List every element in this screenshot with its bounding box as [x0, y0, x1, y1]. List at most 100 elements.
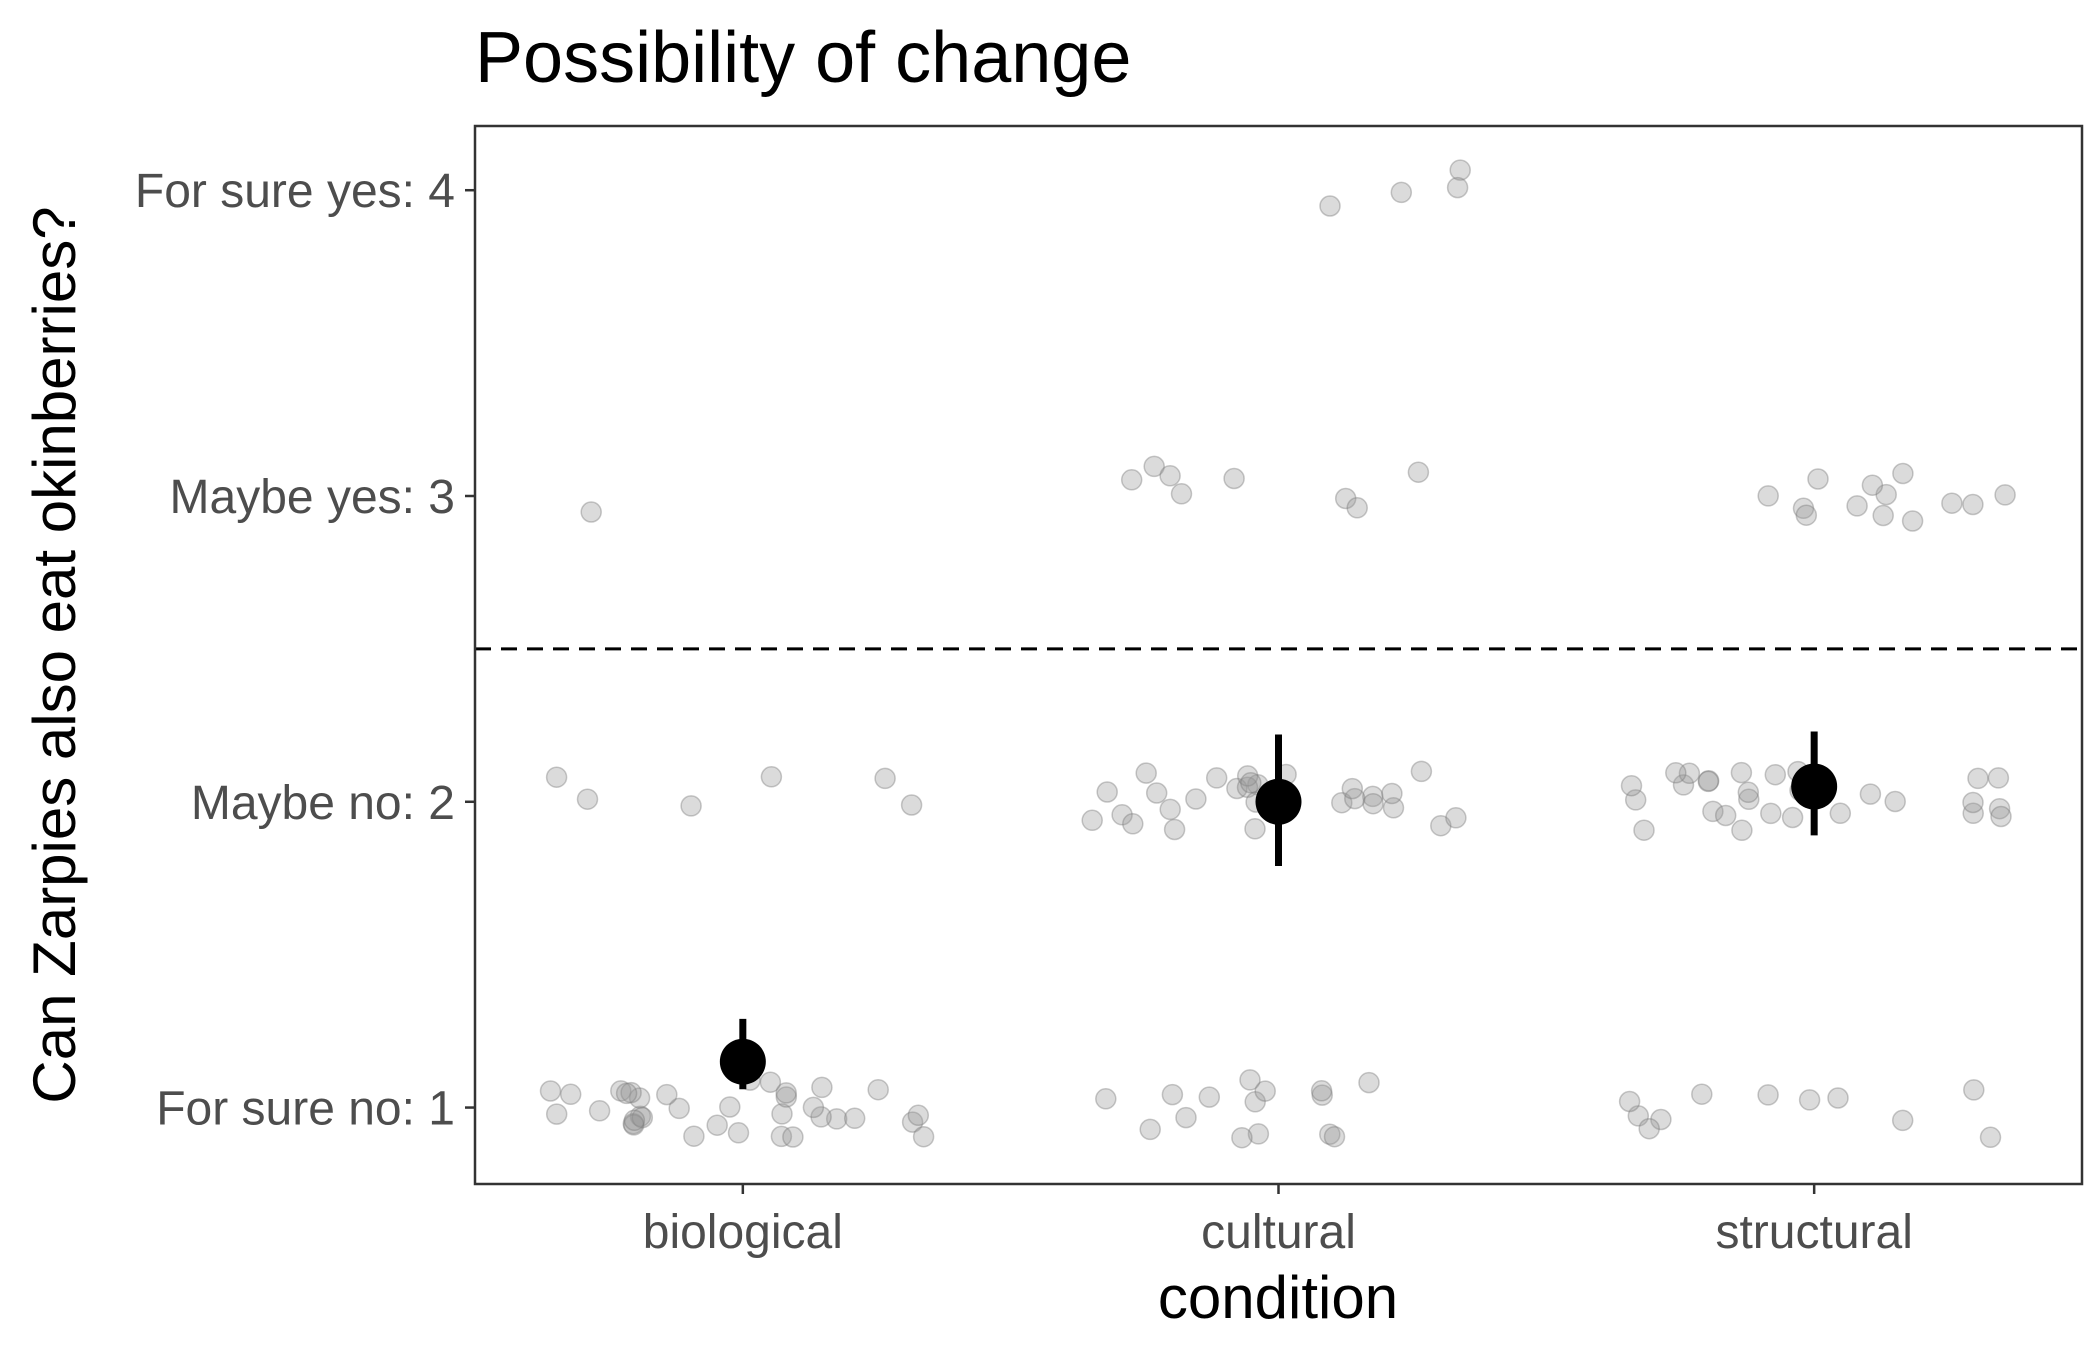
data-point [1795, 504, 1818, 526]
data-point [1362, 792, 1384, 815]
data-point [1872, 504, 1894, 527]
data-point [1096, 781, 1118, 803]
data-point [810, 1106, 832, 1128]
data-point [1323, 1125, 1346, 1148]
x-axis: biological cultural structural [643, 1184, 1913, 1259]
data-point [1650, 1108, 1672, 1131]
data-point [1962, 493, 1984, 516]
data-point [1236, 765, 1259, 787]
data-point [615, 1082, 638, 1105]
data-point [843, 1107, 866, 1130]
data-point [1311, 1084, 1333, 1106]
data-point [1122, 813, 1144, 835]
data-point [683, 1125, 705, 1147]
data-point [1170, 483, 1193, 505]
data-point [576, 788, 599, 810]
data-point [782, 1126, 804, 1148]
data-point [1798, 1089, 1821, 1111]
data-point [727, 1122, 750, 1144]
data-point [539, 1080, 562, 1102]
data-point [1731, 819, 1753, 842]
mean-point [1791, 763, 1838, 810]
data-point [1226, 777, 1248, 800]
data-point [1239, 1069, 1261, 1091]
data-point [680, 795, 702, 817]
data-point [1994, 484, 2016, 506]
data-point [1231, 1126, 1253, 1149]
data-point [1185, 788, 1207, 810]
data-point [1344, 787, 1366, 810]
data-point [1884, 790, 1906, 813]
data-point [719, 1096, 741, 1118]
data-point [1244, 1091, 1266, 1113]
data-point [1159, 465, 1181, 487]
summary-layer [719, 731, 1838, 1090]
data-point [1081, 809, 1103, 832]
data-point [1691, 1083, 1713, 1105]
data-point [1962, 802, 1984, 825]
data-point [1120, 469, 1143, 491]
y-tick-label: For sure yes: 4 [135, 165, 455, 218]
data-point [1764, 763, 1787, 786]
data-point [1962, 791, 1984, 814]
data-point [1382, 797, 1405, 819]
y-axis-title: Can Zarpies also eat okinberries? [21, 206, 88, 1103]
data-point [1390, 181, 1413, 204]
data-point [771, 1103, 793, 1125]
data-point [760, 766, 783, 788]
x-tick-label: cultural [1201, 1206, 1356, 1259]
data-point [1979, 1126, 2002, 1149]
data-point [1760, 802, 1782, 825]
data-point [1240, 772, 1262, 794]
data-point [1175, 1106, 1197, 1129]
data-point [1757, 485, 1779, 507]
data-point [1875, 483, 1897, 506]
data-point [1145, 782, 1168, 804]
data-point [1198, 1086, 1221, 1108]
data-point [1319, 195, 1341, 217]
data-point [907, 1104, 930, 1127]
data-point [1331, 791, 1353, 814]
data-point [1792, 497, 1815, 520]
data-point [1095, 1088, 1117, 1110]
data-point [1111, 804, 1133, 826]
data-point [1449, 159, 1471, 181]
data-point [1678, 762, 1701, 785]
data-point [775, 1086, 798, 1108]
data-point [656, 1083, 678, 1106]
x-tick-label: biological [643, 1206, 843, 1259]
data-point [1446, 176, 1469, 199]
data-point [1967, 767, 1989, 790]
data-point [1334, 487, 1357, 510]
data-point [1891, 1109, 1914, 1132]
data-point [1714, 804, 1737, 827]
data-point [1892, 462, 1914, 485]
data-point [1341, 777, 1364, 800]
data-point [559, 1083, 582, 1106]
y-tick-label: For sure no: 1 [156, 1083, 455, 1136]
data-point [1159, 798, 1181, 821]
data-point [1827, 1087, 1849, 1109]
data-point [610, 1080, 632, 1102]
data-point [775, 1082, 797, 1104]
data-point [1247, 1123, 1270, 1145]
data-point [1941, 492, 1963, 514]
data-point [1829, 802, 1852, 825]
x-axis-title: condition [1158, 1264, 1398, 1331]
data-point [1244, 818, 1266, 840]
data-point [1633, 819, 1655, 841]
data-point [623, 1109, 646, 1132]
data-point [1702, 800, 1724, 823]
data-point [620, 1081, 642, 1104]
y-axis: For sure no: 1 Maybe no: 2 Maybe yes: 3 For… [135, 165, 475, 1136]
data-point [1846, 495, 1868, 517]
data-point [623, 1114, 645, 1136]
data-point [1430, 814, 1452, 837]
data-point [1135, 762, 1157, 784]
data-point [1665, 762, 1687, 784]
data-point [545, 1103, 568, 1125]
data-point [1987, 767, 2010, 789]
data-point [1672, 774, 1695, 796]
data-point [622, 1112, 645, 1135]
data-point [1381, 782, 1403, 805]
